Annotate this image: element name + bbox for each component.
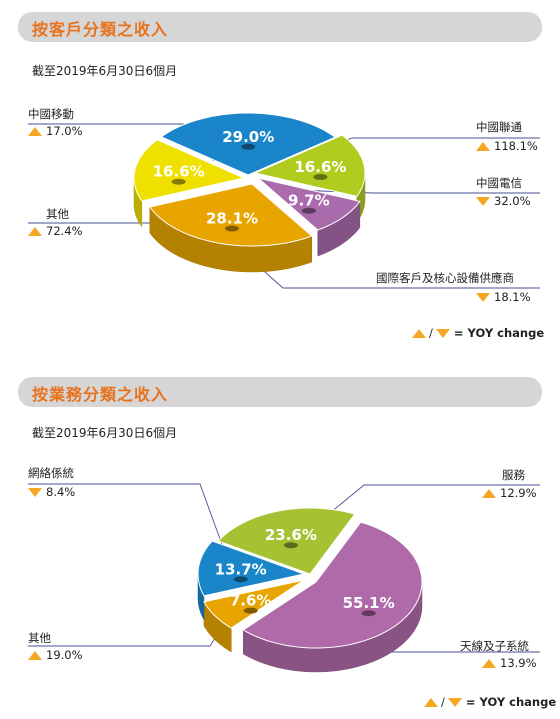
slice-percentage: 28.1% (206, 209, 258, 227)
up-triangle-icon (28, 651, 42, 660)
leader-dot (233, 576, 248, 583)
leader-dot (171, 178, 186, 185)
slice-percentage: 23.6% (265, 526, 317, 544)
slice-label: 其他 (46, 207, 69, 221)
slice-label: 國際客戶及核心設備供應商 (376, 271, 514, 285)
leader-dot (361, 610, 376, 617)
down-triangle-icon (447, 698, 462, 707)
section-header-banner: 按業務分類之收入 (18, 377, 542, 407)
legend-text: = YOY change (465, 695, 557, 709)
pie-chart-2: 23.6% 55.1% 7.6% 13.7% (28, 483, 540, 673)
yoy-change: 32.0% (476, 194, 531, 208)
yoy-change: 18.1% (476, 290, 531, 304)
pie-slice (257, 177, 361, 231)
yoy-value: 12.9% (500, 486, 537, 500)
up-triangle-icon (28, 227, 42, 236)
leader-dot (301, 207, 316, 214)
yoy-change: 13.9% (482, 656, 537, 670)
down-triangle-icon (28, 488, 42, 497)
pie-chart-1: 29.0% 16.6% 9.7% 28.1% 16.6% (28, 112, 540, 289)
down-triangle-icon (476, 293, 490, 302)
slice-label: 天線及子系統 (460, 639, 529, 653)
leader-dot (224, 225, 239, 232)
slice-label: 服務 (502, 468, 525, 482)
slice-percentage: 16.6% (153, 163, 205, 181)
slice-percentage: 29.0% (222, 128, 274, 146)
yoy-change: 8.4% (28, 485, 75, 499)
yoy-value: 118.1% (494, 139, 538, 153)
yoy-legend: / = YOY change (424, 695, 556, 709)
down-triangle-icon (435, 329, 450, 338)
slice-percentage: 16.6% (294, 158, 346, 176)
slice-label: 其他 (28, 631, 51, 645)
legend-text: = YOY change (453, 326, 545, 340)
pie-slice (133, 139, 246, 202)
yoy-change: 19.0% (28, 648, 83, 662)
yoy-value: 8.4% (46, 485, 76, 499)
pie-slice (197, 540, 306, 597)
leader-dot (241, 143, 256, 150)
section-header-banner: 按客戶分類之收入 (18, 12, 542, 42)
leader-dot (283, 542, 298, 549)
yoy-value: 13.9% (500, 656, 537, 670)
yoy-value: 19.0% (46, 648, 83, 662)
slice-percentage: 7.6% (230, 592, 272, 610)
pie-slice (253, 134, 366, 197)
slice-label: 中國電信 (476, 176, 522, 190)
yoy-change: 72.4% (28, 224, 83, 238)
up-triangle-icon (482, 659, 496, 668)
up-triangle-icon (412, 329, 426, 338)
yoy-legend: / = YOY change (412, 326, 544, 340)
down-triangle-icon (476, 197, 490, 206)
leader-line (295, 189, 540, 194)
leader-line (28, 483, 233, 573)
pie-slice (148, 183, 313, 247)
yoy-value: 18.1% (494, 290, 531, 304)
slice-label: 網絡係統 (28, 466, 74, 480)
section-title: 按業務分類之收入 (32, 385, 169, 404)
yoy-value: 72.4% (46, 224, 83, 238)
slice-percentage: 9.7% (288, 192, 330, 210)
leader-dot (243, 607, 258, 614)
yoy-change: 17.0% (28, 124, 83, 138)
yoy-value: 17.0% (46, 124, 83, 138)
up-triangle-icon (28, 127, 42, 136)
pie-slice (203, 579, 305, 629)
up-triangle-icon (476, 142, 490, 151)
up-triangle-icon (424, 698, 438, 707)
section-title: 按客戶分類之收入 (32, 20, 169, 39)
slice-label: 中國移動 (28, 107, 74, 121)
slice-percentage: 55.1% (343, 594, 395, 612)
yoy-change: 12.9% (482, 486, 537, 500)
pie-slice (242, 521, 423, 649)
yoy-change: 118.1% (476, 139, 538, 153)
leader-dot (313, 174, 328, 181)
slice-label: 中國聯通 (476, 120, 522, 134)
period-subtitle: 截至2019年6月30日6個月 (32, 64, 178, 78)
pie-slice (217, 507, 356, 575)
yoy-value: 32.0% (494, 194, 531, 208)
period-subtitle: 截至2019年6月30日6個月 (32, 426, 178, 440)
slice-percentage: 13.7% (215, 560, 267, 578)
up-triangle-icon (482, 489, 496, 498)
